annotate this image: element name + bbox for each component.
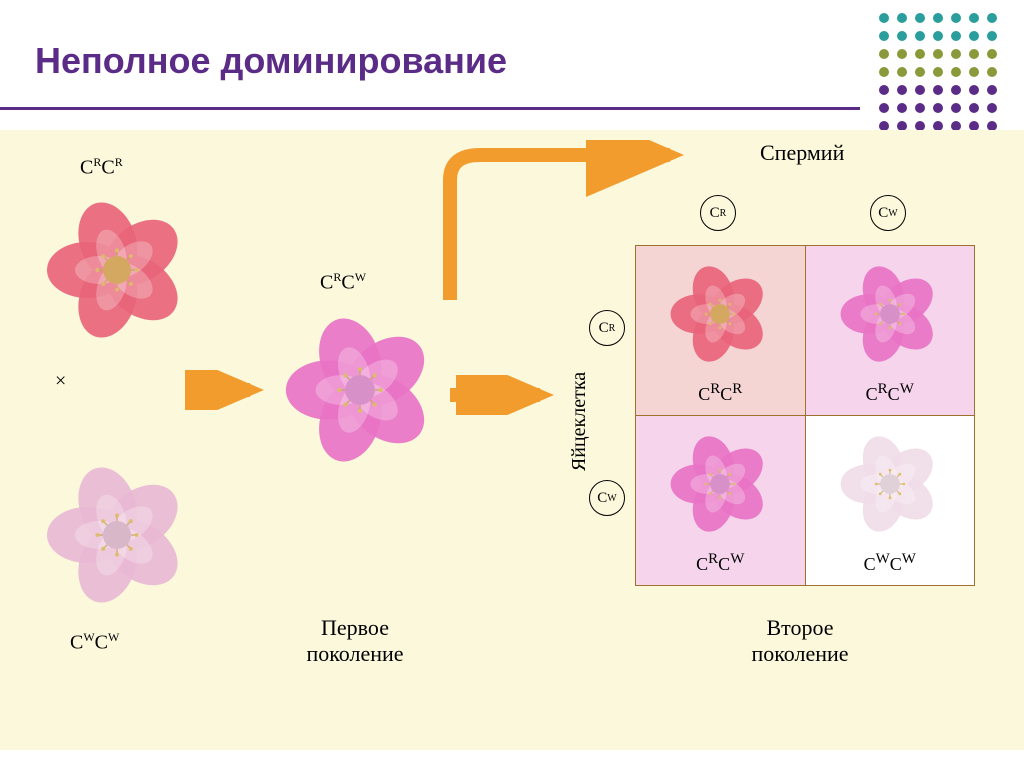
p2-genotype: CWCW [70, 630, 119, 655]
p1-flower [32, 185, 202, 355]
punnett-cell-rw-2: CRCW [636, 416, 806, 586]
sperm-gamete-1: CR [700, 195, 736, 231]
punnett-cell-rr: CRCR [636, 246, 806, 416]
egg-gamete-2: CW [589, 480, 625, 516]
cross-sign: × [55, 370, 66, 393]
page-title: Неполное доминирование [35, 40, 507, 82]
diagram-area: CRCR × CWCW CRCW Первое поколение Сперми… [0, 130, 1024, 750]
f1-label: Первое поколение [275, 615, 435, 667]
punnett-cell-ww: CWCW [805, 416, 975, 586]
f1-flower [270, 300, 450, 480]
punnett-cell-rw-1: CRCW [805, 246, 975, 416]
egg-gamete-1: CR [589, 310, 625, 346]
arrow-p-to-f1 [185, 370, 265, 415]
f1-genotype: CRCW [320, 270, 366, 295]
p2-flower [32, 450, 202, 620]
f2-label: Второе поколение [720, 615, 880, 667]
arrow-f1-to-punnett [445, 375, 555, 420]
egg-label: Яйцеклетка [568, 372, 591, 471]
punnett-square: CRCR CRCW CRCW CWCW [635, 245, 975, 586]
sperm-gamete-2: CW [870, 195, 906, 231]
p1-genotype: CRCR [80, 155, 123, 180]
sperm-label: Спермий [760, 140, 844, 166]
